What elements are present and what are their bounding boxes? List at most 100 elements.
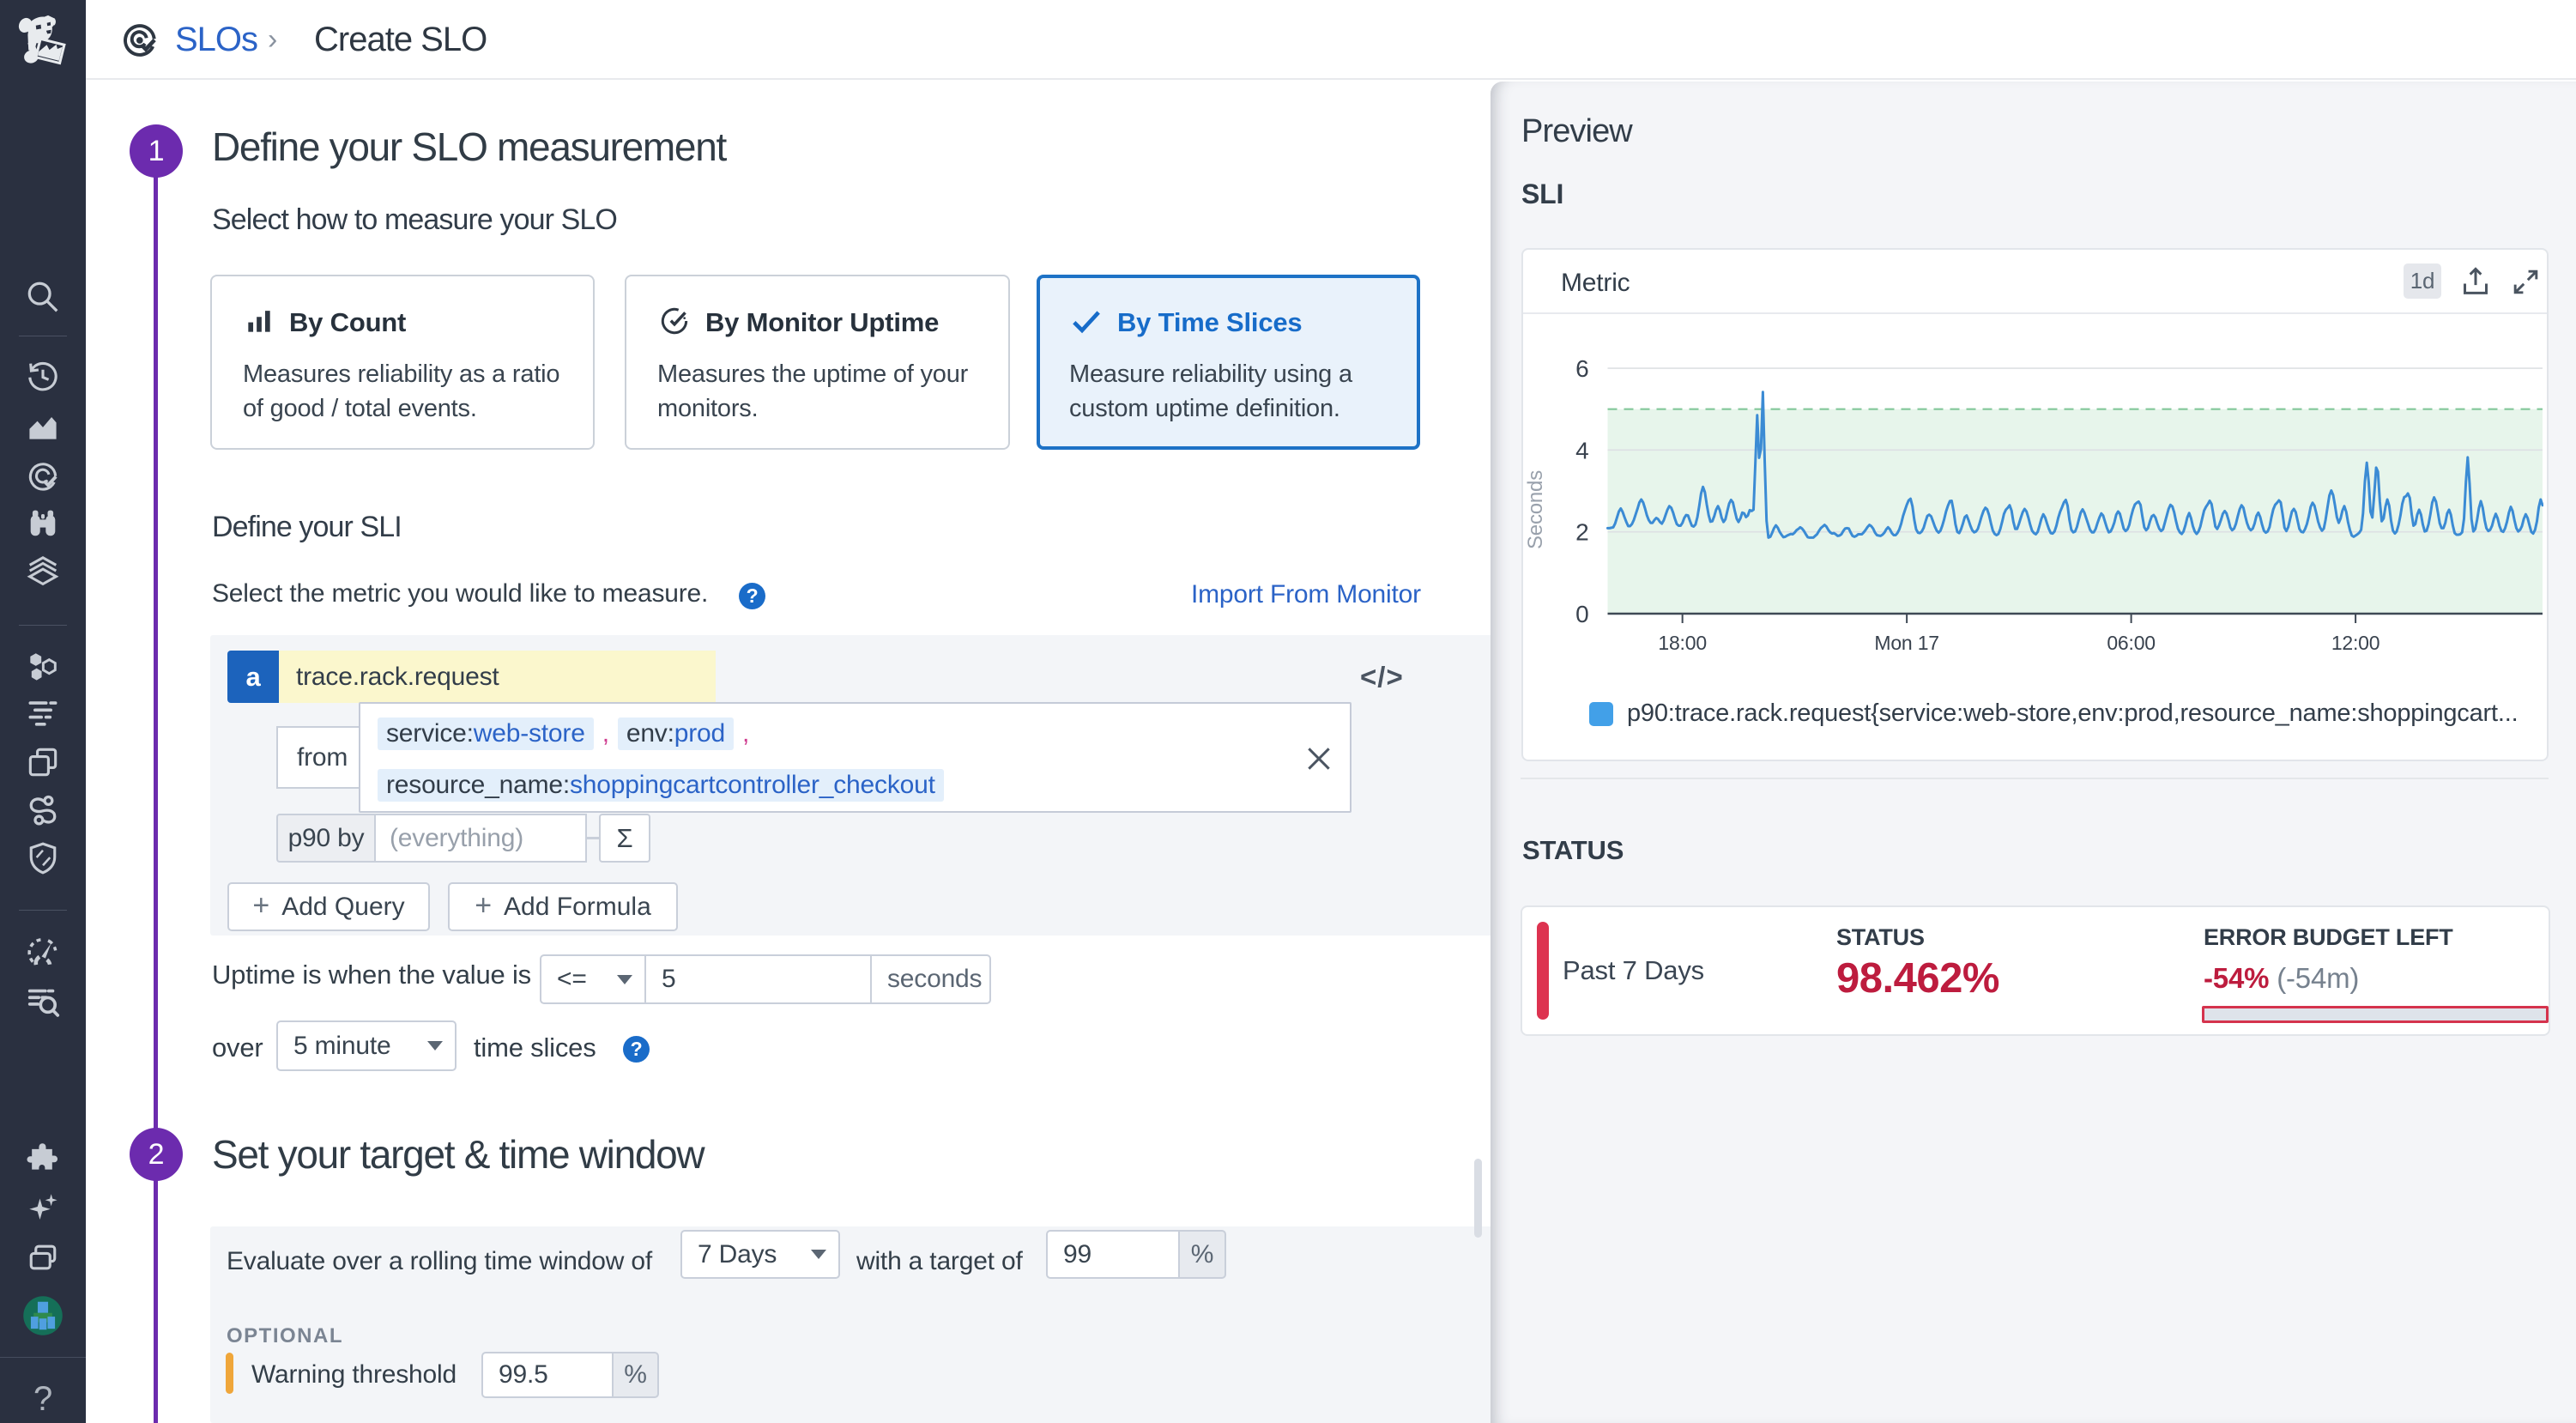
infrastructure-icon[interactable] — [0, 644, 86, 687]
metric-card-title: Metric — [1561, 269, 1630, 297]
preview-sli-heading: SLI — [1521, 179, 1564, 209]
threshold-value-input[interactable]: 5 — [644, 954, 872, 1004]
filter-input[interactable]: service:web-store , env:prod , resource_… — [359, 702, 1351, 813]
warning-accent-bar — [226, 1353, 233, 1394]
dashboards-icon[interactable] — [0, 550, 86, 595]
import-from-monitor-link[interactable]: Import From Monitor — [1191, 580, 1421, 609]
filter-chip[interactable]: env:prod — [617, 718, 734, 750]
time-slice-window-select[interactable]: 5 minute — [276, 1020, 457, 1071]
optional-label: OPTIONAL — [227, 1324, 343, 1347]
card-by-count[interactable]: By Count Measures reliability as a ratio… — [210, 275, 595, 450]
warning-percent-addon: % — [612, 1352, 659, 1398]
status-card: Past 7 Days STATUS 98.462% ERROR BUDGET … — [1521, 905, 2550, 1036]
card-description: Measure reliability using a custom uptim… — [1069, 360, 1352, 422]
step-number: 1 — [148, 134, 165, 167]
target-of-label: with a target of — [856, 1247, 1023, 1275]
status-period: Past 7 Days — [1563, 955, 1704, 985]
card-title: By Count — [289, 307, 407, 337]
ai-sparkles-icon[interactable] — [0, 1187, 86, 1228]
step-2-badge: 2 — [130, 1128, 183, 1181]
workflows-icon[interactable] — [0, 1236, 86, 1279]
by-count-icon — [243, 305, 275, 342]
filter-chip[interactable]: service:web-store — [378, 718, 594, 750]
sigma-button[interactable]: Σ — [599, 814, 650, 863]
gauge-icon[interactable] — [0, 932, 86, 973]
status-column-label: STATUS — [1836, 924, 1925, 950]
time-slices-label: time slices — [474, 1032, 596, 1063]
warning-threshold-label: Warning threshold — [251, 1360, 457, 1389]
time-slices-help-icon[interactable]: ? — [623, 1036, 650, 1063]
rolling-window-label: Evaluate over a rolling time window of — [227, 1247, 652, 1275]
notebooks-icon[interactable] — [0, 741, 86, 784]
filter-key: service — [386, 719, 467, 748]
metric-name-input[interactable]: trace.rack.request — [279, 651, 716, 703]
status-value: 98.462% — [1836, 955, 1999, 1002]
filter-comma: , — [602, 719, 609, 748]
add-query-button[interactable]: + Add Query — [227, 882, 430, 931]
group-by-input[interactable]: (everything) — [374, 814, 587, 863]
export-icon[interactable] — [2458, 264, 2493, 303]
step-rail — [154, 151, 158, 1423]
step-number: 2 — [148, 1137, 165, 1171]
query-letter-badge[interactable]: a — [227, 651, 279, 703]
sli-metric-chart[interactable]: 0 2 4 6 18:00 Mon 17 06:00 12:00 Seconds — [1523, 314, 2543, 692]
step-1-title: Define your SLO measurement — [212, 124, 727, 169]
filter-chip[interactable]: resource_name:shoppingcartcontroller_che… — [378, 769, 944, 802]
search-icon[interactable] — [0, 276, 86, 318]
watchdog-icon[interactable] — [0, 503, 86, 544]
security-icon[interactable] — [0, 837, 86, 880]
filter-line: service:web-store , env:prod , — [378, 714, 749, 754]
clear-filters-icon[interactable] — [1302, 742, 1336, 776]
metrics-icon[interactable] — [0, 406, 86, 447]
breadcrumb-slos-link[interactable]: SLOs — [175, 21, 258, 58]
metric-help-icon[interactable]: ? — [739, 583, 765, 609]
aggregator-label[interactable]: p90 by — [276, 814, 376, 863]
filter-value: shoppingcartcontroller_checkout — [570, 771, 935, 799]
apm-icon[interactable] — [0, 692, 86, 735]
service-map-icon[interactable] — [0, 788, 86, 831]
integrations-icon[interactable] — [0, 1137, 86, 1180]
monitor-uptime-icon — [657, 304, 692, 342]
slo-icon[interactable] — [0, 457, 86, 498]
svg-text:06:00: 06:00 — [2107, 632, 2156, 654]
time-range-button[interactable]: 1d — [2404, 263, 2441, 299]
error-budget-label: ERROR BUDGET LEFT — [2204, 924, 2453, 950]
datadog-logo-icon[interactable] — [0, 12, 86, 72]
preview-title: Preview — [1521, 113, 1633, 149]
measure-heading: Select how to measure your SLO — [212, 203, 618, 236]
history-icon[interactable] — [0, 356, 86, 397]
chevron-down-icon — [617, 974, 632, 984]
main-content: 1 Define your SLO measurement Select how… — [86, 82, 1498, 1423]
rolling-window-select[interactable]: 7 Days — [680, 1230, 840, 1279]
filter-key: env — [626, 719, 668, 748]
query-editor: a trace.rack.request </> from service:we… — [210, 635, 1498, 936]
card-description: Measures reliability as a ratio of good … — [243, 360, 560, 422]
status-heading: STATUS — [1522, 835, 1624, 865]
card-by-monitor-uptime[interactable]: By Monitor Uptime Measures the uptime of… — [625, 275, 1010, 450]
svg-text:18:00: 18:00 — [1658, 632, 1707, 654]
operator-select[interactable]: <= — [540, 954, 646, 1004]
sli-heading: Define your SLI — [212, 511, 402, 543]
status-severity-bar — [1537, 922, 1549, 1020]
help-icon[interactable]: ? — [33, 1379, 53, 1418]
card-by-time-slices-selected[interactable]: By Time Slices Measure reliability using… — [1037, 275, 1420, 450]
legend-label: p90:trace.rack.request{service:web-store… — [1627, 699, 2519, 727]
target-value-input[interactable]: 99 — [1046, 1230, 1180, 1279]
page-title: Create SLO — [314, 21, 487, 58]
code-view-icon[interactable]: </> — [1360, 661, 1404, 693]
chevron-down-icon — [811, 1250, 826, 1259]
chevron-down-icon — [427, 1041, 443, 1051]
legend-swatch — [1589, 701, 1613, 726]
user-avatar[interactable] — [0, 1293, 86, 1339]
vertical-scrollbar[interactable] — [1474, 1159, 1482, 1238]
card-description: Measures the uptime of your monitors. — [657, 360, 969, 422]
preview-divider — [1521, 778, 2549, 779]
error-budget-detail: (-54m) — [2277, 962, 2360, 994]
warning-value-input[interactable]: 99.5 — [481, 1352, 614, 1398]
filter-value: prod — [674, 719, 725, 748]
plus-icon: + — [475, 888, 493, 922]
log-search-icon[interactable] — [0, 981, 86, 1024]
add-formula-button[interactable]: + Add Formula — [448, 882, 678, 931]
expand-icon[interactable] — [2510, 266, 2542, 302]
svg-text:0: 0 — [1575, 601, 1588, 627]
